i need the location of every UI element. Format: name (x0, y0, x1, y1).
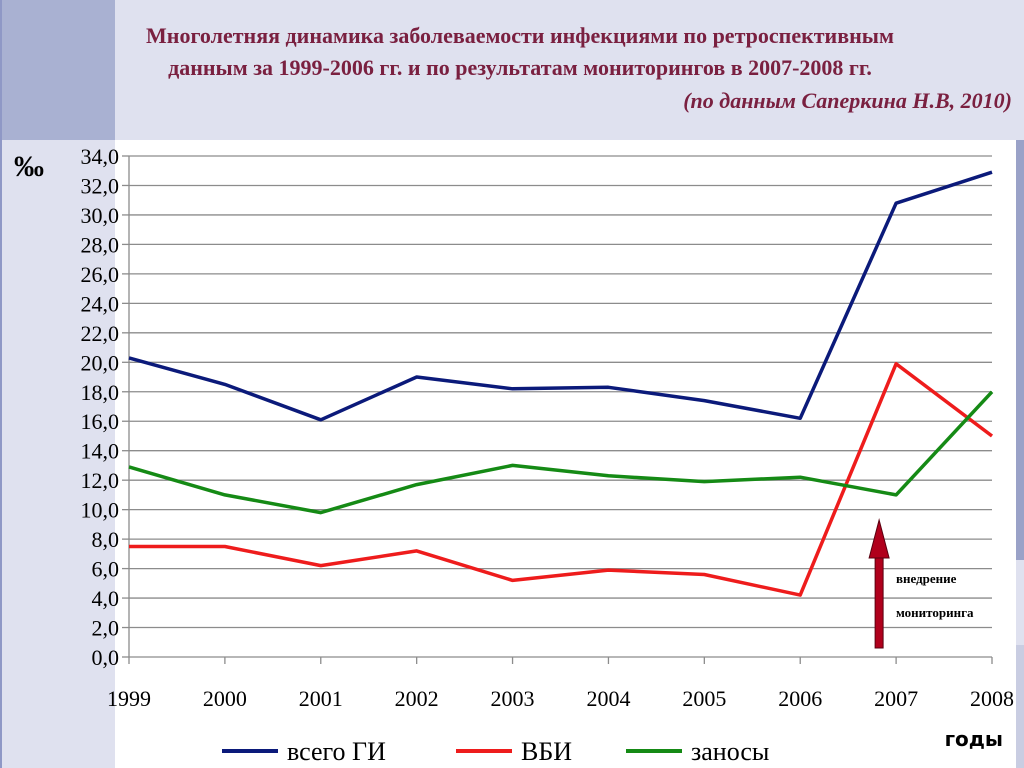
x-tick-label: 2006 (778, 686, 822, 711)
annotation-arrow-shaft (874, 555, 884, 649)
series-lines (128, 170, 994, 597)
y-tick-label: 22,0 (81, 321, 120, 346)
annotation-text-line-1: внедрение (896, 571, 957, 586)
x-axis-label: годы (945, 727, 1003, 751)
decorative-band-right-upper (1016, 140, 1024, 560)
axes (122, 155, 993, 664)
y-tick-label: 28,0 (81, 232, 120, 257)
y-tick-label: 10,0 (81, 498, 120, 523)
y-tick-label: 30,0 (81, 203, 120, 228)
legend: всего ГИ ВБИ заносы (222, 737, 769, 766)
decorative-line-left (0, 0, 2, 768)
y-tick-label: 12,0 (81, 468, 120, 493)
x-tick-label: 2004 (586, 686, 630, 711)
decorative-band-left (0, 0, 115, 140)
x-tick-label: 2007 (874, 686, 918, 711)
monitoring-annotation: внедрение мониторинга (868, 518, 974, 649)
series-line (128, 170, 993, 422)
y-tick-label: 26,0 (81, 262, 120, 287)
y-tick-label: 18,0 (81, 380, 120, 405)
y-tick-label: 34,0 (81, 144, 120, 169)
x-tick-label: 2005 (682, 686, 726, 711)
legend-label: всего ГИ (287, 737, 386, 766)
y-tick-labels: 0,0 2,0 4,0 6,0 8,0 10,0 12,0 14,0 16,0 18,0 20,0 2… (81, 144, 120, 670)
y-tick-label: 20,0 (81, 350, 120, 375)
y-tick-label: 2,0 (92, 616, 120, 641)
y-tick-label: 16,0 (81, 409, 120, 434)
legend-label: ВБИ (521, 737, 572, 766)
y-tick-label: 32,0 (81, 173, 120, 198)
y-tick-label: 0,0 (92, 645, 120, 670)
x-tick-label: 2000 (203, 686, 247, 711)
title-line-2: данным за 1999-2006 гг. и по результатам… (168, 55, 872, 80)
series-line (128, 390, 994, 515)
annotation-text-line-2: мониторинга (896, 605, 974, 620)
gridlines (129, 155, 992, 629)
y-tick-label: 14,0 (81, 439, 120, 464)
decorative-band-right-lower (1016, 645, 1024, 768)
x-tick-label: 2002 (395, 686, 439, 711)
series-line (129, 362, 994, 597)
y-tick-label: 8,0 (92, 527, 120, 552)
annotation-arrow-head (868, 518, 890, 559)
x-tick-label: 2003 (491, 686, 535, 711)
x-tick-labels: 1999 2000 2001 2002 2003 2004 2005 2006 2007 2008 (107, 686, 1014, 711)
y-axis-unit-label: ‰ (14, 150, 44, 183)
title-line-1: Многолетняя динамика заболеваемости инфе… (146, 23, 894, 48)
y-tick-label: 6,0 (92, 557, 120, 582)
y-tick-label: 24,0 (81, 291, 120, 316)
x-tick-label: 2008 (970, 686, 1014, 711)
legend-label: заносы (691, 737, 769, 766)
slide-title: Многолетняя динамика заболеваемости инфе… (20, 20, 1020, 84)
source-citation: (по данным Саперкина Н.В, 2010) (683, 88, 1012, 113)
x-tick-label: 1999 (107, 686, 151, 711)
x-tick-label: 2001 (299, 686, 343, 711)
y-tick-label: 4,0 (92, 586, 120, 611)
